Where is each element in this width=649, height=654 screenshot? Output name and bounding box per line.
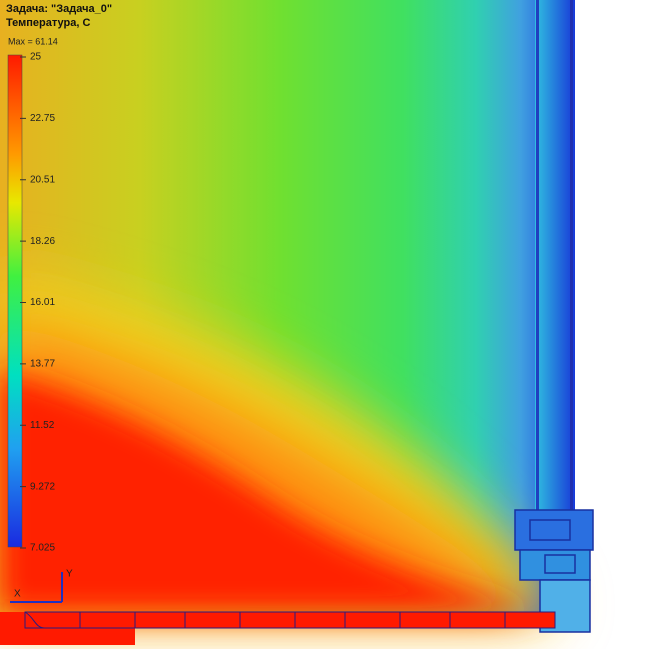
- temperature-field: [0, 0, 575, 612]
- sill: [0, 611, 556, 645]
- colorbar-tick-label: 22.75: [30, 113, 55, 124]
- colorbar-tick-label: 25: [30, 52, 42, 63]
- window-frame: [514, 509, 594, 633]
- colorbar-tick-label: 20.51: [30, 174, 55, 185]
- colorbar-tick-label: 7.025: [30, 543, 55, 554]
- axis-x-label: X: [14, 589, 21, 600]
- axis-triad: Y X: [10, 569, 73, 603]
- colorbar-tick-label: 16.01: [30, 297, 55, 308]
- axis-y-label: Y: [66, 569, 73, 580]
- colorbar-tick-label: 9.272: [30, 481, 55, 492]
- colorbar-tick-label: 11.52: [30, 420, 55, 431]
- task-title: Задача: "Задача_0": [6, 3, 112, 15]
- colorbar: [7, 54, 23, 548]
- colorbar-tick-label: 18.26: [30, 236, 55, 247]
- quantity-title: Температура, С: [6, 17, 90, 29]
- colorbar-ticks: 25 22.75 20.51 18.26 16.01 13.77 11.52 9.272 7.0…: [20, 52, 55, 554]
- max-value: Max = 61.14: [8, 36, 58, 46]
- colorbar-tick-label: 13.77: [30, 359, 55, 370]
